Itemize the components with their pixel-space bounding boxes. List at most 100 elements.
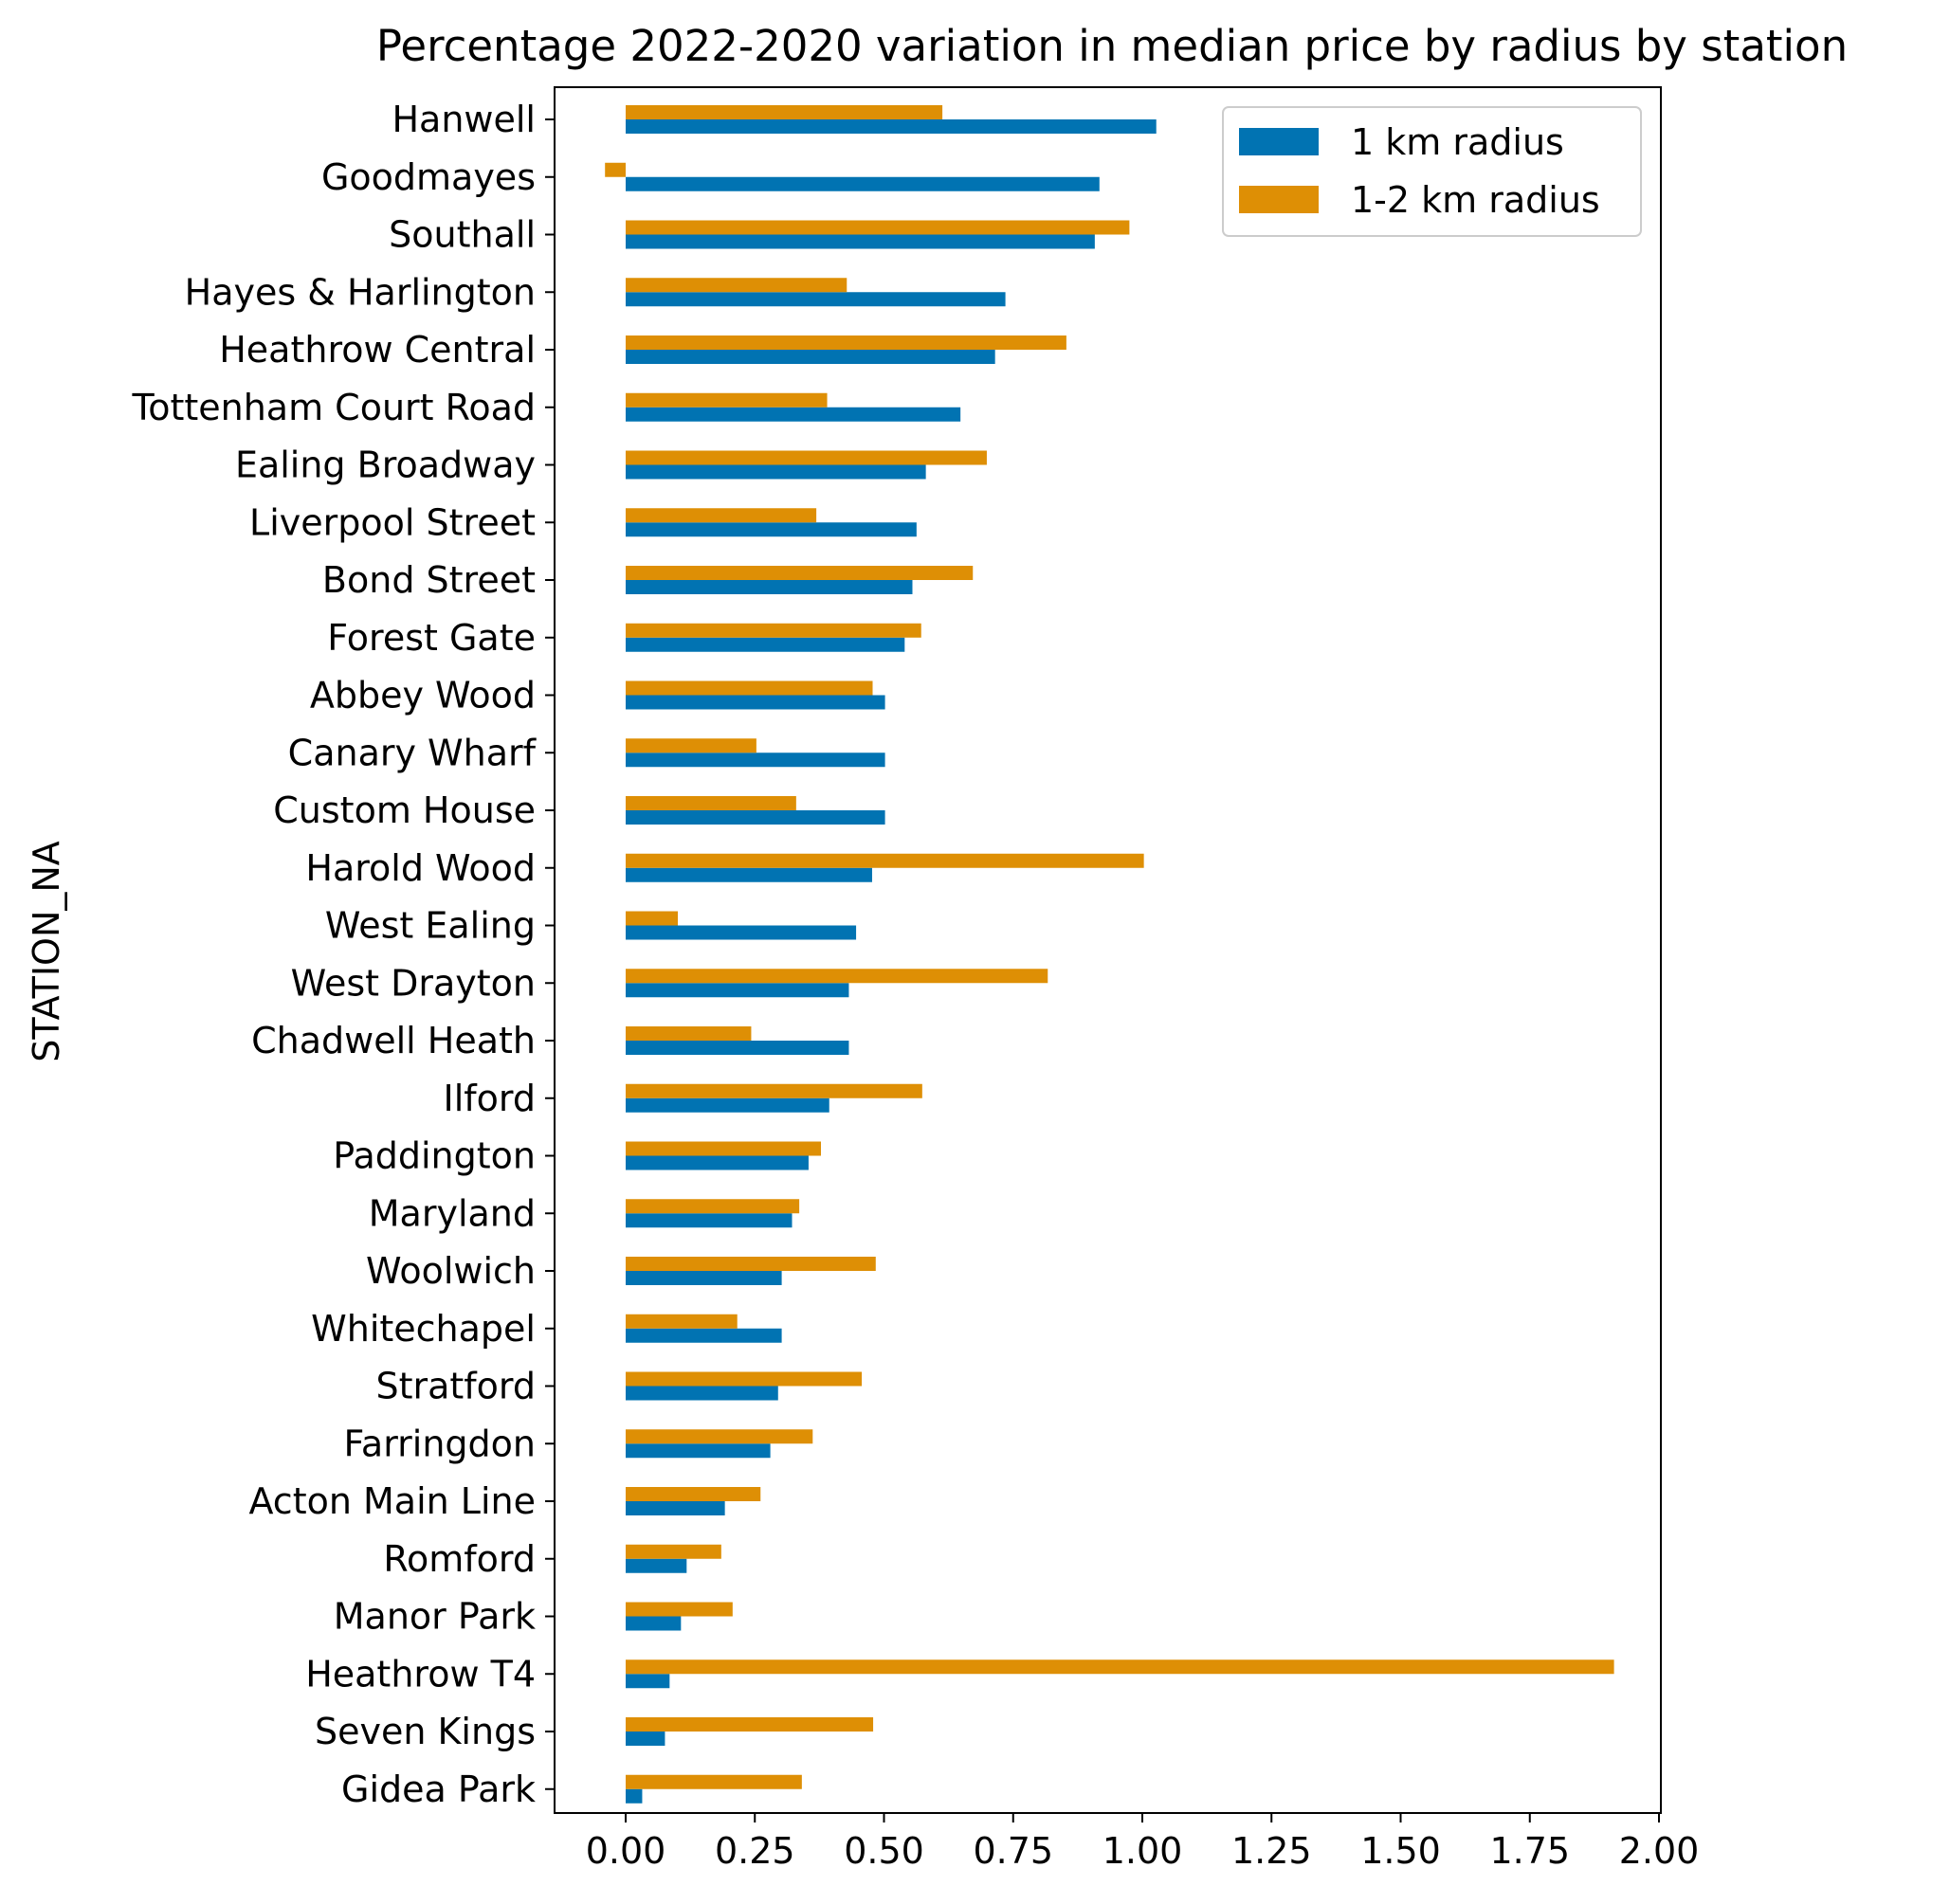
bar-1km-25 — [626, 1558, 687, 1573]
bar-1-2km-11 — [626, 738, 756, 753]
legend-label: 1 km radius — [1351, 121, 1564, 163]
bar-1km-16 — [626, 1041, 849, 1055]
bar-1-2km-6 — [626, 450, 987, 465]
y-tick-label: Hayes & Harlington — [185, 271, 536, 313]
bar-1-2km-14 — [626, 911, 679, 926]
x-tick-label: 0.50 — [844, 1830, 924, 1872]
y-tick-label: Woolwich — [366, 1250, 536, 1292]
y-tick-label: Custom House — [273, 789, 536, 831]
bar-1km-4 — [626, 350, 995, 364]
y-tick-label: Farringdon — [344, 1423, 536, 1464]
y-tick-label: Manor Park — [334, 1596, 536, 1638]
y-tick-label: Paddington — [333, 1135, 536, 1177]
x-tick-label: 1.00 — [1103, 1830, 1183, 1872]
bar-1-2km-28 — [626, 1717, 874, 1732]
bar-1km-27 — [626, 1674, 670, 1689]
y-tick-label: Goodmayes — [321, 156, 536, 198]
bar-1-2km-15 — [626, 969, 1048, 984]
bar-1km-24 — [626, 1501, 725, 1515]
bar-1km-3 — [626, 292, 1006, 307]
bar-1km-2 — [626, 234, 1095, 249]
y-tick-label: Hanwell — [392, 99, 536, 140]
y-tick-label: Canary Wharf — [288, 732, 538, 773]
bar-1km-11 — [626, 753, 885, 768]
y-tick-label: Romford — [383, 1538, 536, 1580]
y-tick-label: Southall — [389, 214, 536, 256]
bar-1-2km-2 — [626, 220, 1130, 235]
y-tick-label: Ealing Broadway — [235, 444, 536, 486]
y-tick-label: Heathrow T4 — [305, 1653, 536, 1695]
bar-1-2km-24 — [626, 1487, 761, 1501]
bar-1-2km-9 — [626, 623, 921, 638]
y-tick-label: Acton Main Line — [248, 1480, 536, 1522]
bar-1-2km-19 — [626, 1199, 800, 1214]
bar-1km-18 — [626, 1155, 809, 1170]
legend: 1 km radius 1-2 km radius — [1222, 106, 1642, 237]
y-tick-label: West Drayton — [291, 962, 536, 1004]
y-tick-label: Bond Street — [322, 559, 536, 601]
bar-1km-5 — [626, 407, 961, 422]
bar-1km-14 — [626, 925, 857, 940]
bar-1km-9 — [626, 637, 905, 652]
bar-1km-10 — [626, 695, 885, 710]
x-tick-label: 1.25 — [1231, 1830, 1312, 1872]
bar-1km-12 — [626, 810, 885, 825]
bar-1-2km-20 — [626, 1257, 876, 1271]
x-tick-label: 0.25 — [715, 1830, 795, 1872]
bar-1-2km-18 — [626, 1141, 822, 1156]
bar-1-2km-26 — [626, 1602, 733, 1617]
plot-area: Hanwell Goodmayes Southall Hayes & Harlingt… — [131, 86, 1700, 1872]
y-tick-label: Harold Wood — [305, 847, 536, 889]
bar-1km-13 — [626, 867, 872, 882]
x-tick-label: 0.00 — [586, 1830, 666, 1872]
bar-1km-15 — [626, 983, 849, 998]
bar-1-2km-13 — [626, 853, 1144, 868]
y-tick-label: Ilford — [444, 1078, 536, 1119]
bar-1-2km-1 — [605, 162, 626, 177]
y-tick-label: Whitechapel — [311, 1308, 536, 1350]
y-tick-label: West Ealing — [325, 905, 536, 947]
y-tick-label: Abbey Wood — [310, 675, 536, 716]
legend-swatch — [1239, 128, 1319, 155]
legend-swatch — [1239, 186, 1319, 213]
bar-1-2km-5 — [626, 392, 828, 408]
bar-1km-1 — [626, 176, 1100, 191]
y-tick-label: Forest Gate — [327, 617, 536, 659]
bar-1-2km-12 — [626, 796, 796, 810]
bar-1km-29 — [626, 1788, 643, 1804]
bar-1km-28 — [626, 1732, 665, 1746]
bar-1km-26 — [626, 1616, 682, 1631]
bar-1km-8 — [626, 580, 913, 594]
y-tick-label: Tottenham Court Road — [131, 387, 536, 428]
bar-1km-21 — [626, 1328, 782, 1343]
bar-1-2km-10 — [626, 680, 873, 696]
bar-1-2km-16 — [626, 1026, 752, 1041]
axes-frame — [554, 86, 1662, 1814]
bar-1km-19 — [626, 1213, 793, 1228]
x-tick-label: 2.00 — [1619, 1830, 1700, 1872]
y-tick-label: Heathrow Central — [219, 329, 536, 371]
y-tick-label: Maryland — [369, 1192, 536, 1234]
bar-1-2km-4 — [626, 335, 1066, 350]
bar-1-2km-22 — [626, 1371, 863, 1387]
bar-1-2km-23 — [626, 1429, 813, 1444]
bar-1-2km-7 — [626, 508, 817, 523]
bar-1-2km-8 — [626, 566, 974, 580]
bar-1-2km-17 — [626, 1083, 922, 1098]
x-tick-label: 0.75 — [973, 1830, 1053, 1872]
bar-1km-17 — [626, 1097, 829, 1113]
chart-title: Percentage 2022-2020 variation in median… — [376, 21, 1848, 71]
bar-1km-7 — [626, 522, 917, 537]
y-tick-label: Liverpool Street — [249, 501, 536, 543]
bar-1km-6 — [626, 464, 926, 480]
bar-1km-22 — [626, 1386, 778, 1401]
x-tick-label: 1.75 — [1489, 1830, 1570, 1872]
x-tick-label: 1.50 — [1360, 1830, 1441, 1872]
y-tick-label: Gidea Park — [341, 1768, 536, 1810]
y-tick-label: Chadwell Heath — [251, 1020, 536, 1061]
bar-1km-0 — [626, 119, 1157, 134]
bar-1-2km-0 — [626, 105, 943, 119]
bar-1km-20 — [626, 1271, 782, 1285]
